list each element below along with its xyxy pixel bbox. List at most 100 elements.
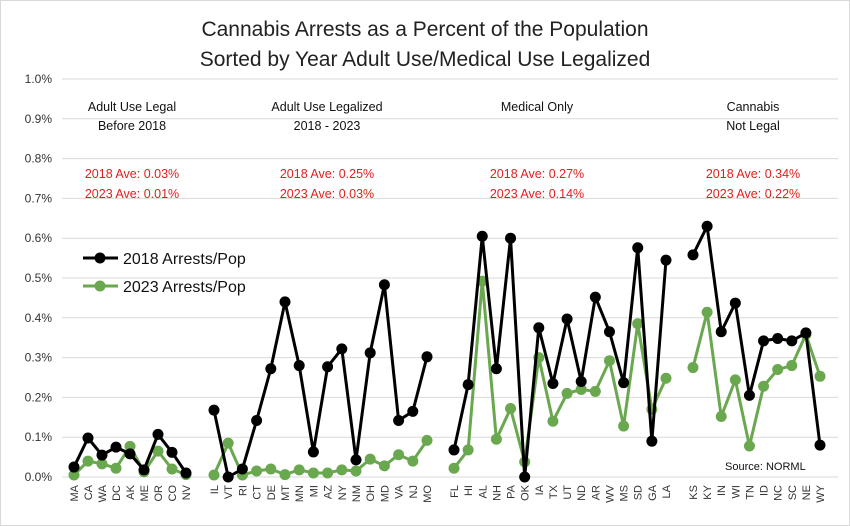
series-2023-point bbox=[632, 318, 644, 330]
x-tick-label: LA bbox=[661, 484, 673, 498]
group-label: Not Legal bbox=[726, 119, 780, 133]
series-2018-point bbox=[715, 326, 727, 338]
y-tick-label: 1.0% bbox=[25, 72, 53, 86]
group-ave-2018: 2018 Ave: 0.03% bbox=[85, 167, 179, 181]
x-tick-label: MI bbox=[308, 485, 320, 497]
series-2023-point bbox=[687, 362, 699, 374]
group-ave-2018: 2018 Ave: 0.34% bbox=[706, 167, 800, 181]
series-2023-point bbox=[448, 462, 460, 474]
legend-2023-marker bbox=[94, 280, 106, 292]
x-tick-label: SD bbox=[633, 485, 645, 500]
series-2023-line bbox=[212, 439, 429, 477]
group-label: Adult Use Legalized bbox=[271, 100, 382, 114]
series-2018-point bbox=[407, 405, 419, 417]
series-2018-point bbox=[152, 428, 164, 440]
legend-2018-label: 2018 Arrests/Pop bbox=[123, 251, 246, 268]
x-tick-label: MO bbox=[422, 485, 434, 503]
series-2023-point bbox=[251, 465, 263, 477]
x-tick-label: GA bbox=[647, 484, 659, 501]
x-tick-label: KY bbox=[702, 484, 714, 499]
series-2023-point bbox=[208, 469, 220, 481]
series-2018-point bbox=[350, 454, 362, 466]
series-2023-point bbox=[82, 455, 94, 467]
x-tick-label: NV bbox=[181, 484, 193, 500]
series-2023-point bbox=[364, 453, 376, 465]
x-tick-label: AZ bbox=[323, 485, 335, 499]
series-2018-point bbox=[236, 463, 248, 475]
group-ave-2023: 2023 Ave: 0.01% bbox=[85, 187, 179, 201]
x-tick-label: IL bbox=[209, 485, 221, 494]
series-2023-point bbox=[786, 360, 798, 372]
series-2023-point bbox=[547, 415, 559, 427]
series-2018-point bbox=[293, 360, 305, 372]
series-2023-point bbox=[68, 469, 80, 481]
series-2023-point bbox=[222, 437, 234, 449]
series-2018-line bbox=[452, 234, 668, 479]
series-2018-point bbox=[547, 377, 559, 389]
y-tick-label: 0.1% bbox=[25, 430, 53, 444]
x-tick-label: FL bbox=[449, 485, 461, 498]
series-2018-point bbox=[378, 279, 390, 291]
series-2023-point bbox=[772, 364, 784, 376]
series-2018-point bbox=[786, 335, 798, 347]
x-tick-label: OR bbox=[153, 485, 165, 502]
y-tick-label: 0.9% bbox=[25, 112, 53, 126]
x-tick-label: SC bbox=[787, 485, 799, 500]
series-2018-point bbox=[660, 254, 672, 266]
series-2023-line bbox=[691, 310, 822, 448]
series-2023-point bbox=[96, 458, 108, 470]
x-axis-ticks: MA CA WA DC AK ME OR CO NV IL VT RI CT DE MT MN MI AZ NY NM… bbox=[69, 484, 827, 502]
x-tick-label: NH bbox=[491, 485, 503, 501]
x-tick-label: VT bbox=[223, 485, 235, 499]
series-2023-point bbox=[603, 355, 615, 367]
x-tick-label: NC bbox=[773, 485, 785, 501]
group-ave-2018: 2018 Ave: 0.27% bbox=[490, 167, 584, 181]
group-ave-2023: 2023 Ave: 0.03% bbox=[280, 187, 374, 201]
series-2023-point bbox=[152, 445, 164, 457]
legend: 2018 Arrests/Pop 2023 Arrests/Pop bbox=[83, 251, 246, 296]
series-2018-point bbox=[180, 467, 192, 479]
series-2023-point bbox=[110, 462, 122, 474]
x-tick-label: WI bbox=[730, 485, 742, 498]
series-2018-point bbox=[476, 230, 488, 242]
series-2023-point bbox=[814, 370, 826, 382]
y-tick-label: 0.5% bbox=[25, 271, 53, 285]
source-note: Source: NORML bbox=[725, 461, 806, 473]
series-2018-point bbox=[393, 414, 405, 426]
series-2018-point bbox=[68, 461, 80, 473]
x-tick-label: NE bbox=[801, 485, 813, 500]
series-2018-point bbox=[166, 446, 178, 458]
legend-2018-marker bbox=[94, 252, 106, 264]
series-2023-point bbox=[265, 463, 277, 475]
series-2018-point bbox=[589, 291, 601, 303]
series-2018-point bbox=[814, 439, 826, 451]
y-tick-label: 0.8% bbox=[25, 152, 53, 166]
x-tick-label: MN bbox=[294, 485, 306, 502]
x-tick-label: DE bbox=[266, 485, 278, 500]
series-2023-point bbox=[307, 467, 319, 479]
y-tick-label: 0.6% bbox=[25, 231, 53, 245]
x-tick-label: CA bbox=[83, 484, 95, 500]
series-2023-point bbox=[758, 380, 770, 392]
series-2018-point bbox=[800, 327, 812, 339]
series-2023-point bbox=[618, 420, 630, 432]
x-tick-label: WA bbox=[97, 484, 109, 502]
series-2023-point bbox=[378, 460, 390, 472]
series-2018-point bbox=[265, 363, 277, 375]
x-tick-label: AK bbox=[125, 484, 137, 499]
series-2018-point bbox=[124, 448, 136, 460]
x-tick-label: PA bbox=[506, 484, 518, 499]
series-2018-point bbox=[575, 375, 587, 387]
series-2023-point bbox=[166, 463, 178, 475]
group-label: Adult Use Legal bbox=[88, 100, 176, 114]
legend-2023-label: 2023 Arrests/Pop bbox=[123, 279, 246, 296]
series-2018-line bbox=[212, 283, 429, 479]
series-2018-point bbox=[490, 363, 502, 375]
series-2018-point bbox=[701, 220, 713, 232]
x-tick-label: IA bbox=[534, 484, 546, 495]
group-ave-2023: 2023 Ave: 0.22% bbox=[706, 187, 800, 201]
x-tick-label: AR bbox=[590, 485, 602, 500]
x-tick-label: NM bbox=[351, 485, 363, 502]
series-2018-point bbox=[222, 471, 234, 483]
